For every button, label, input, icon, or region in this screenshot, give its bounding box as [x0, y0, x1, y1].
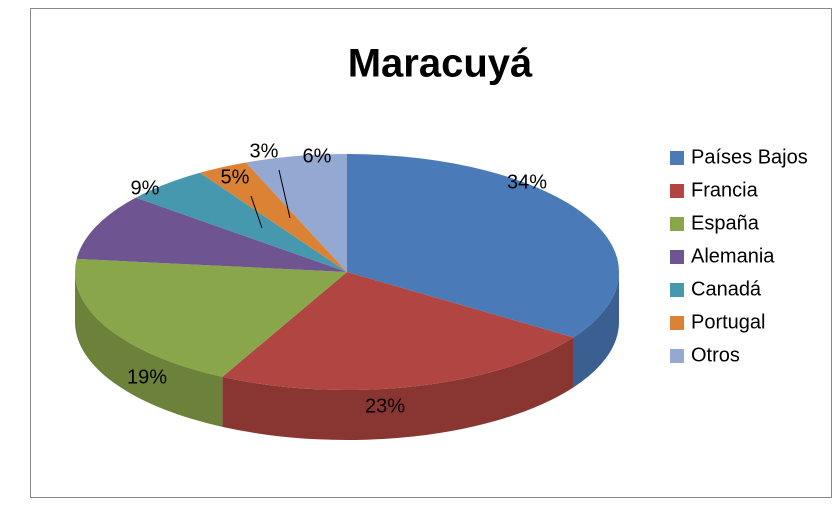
legend-label: Canadá [691, 278, 762, 300]
leader-line [250, 195, 263, 229]
legend-swatch [670, 217, 684, 231]
data-label: 5% [221, 166, 250, 188]
chart-title: Maracuyá [348, 42, 533, 86]
data-label: 6% [303, 145, 332, 167]
legend-swatch [670, 316, 684, 330]
data-label: 9% [131, 177, 160, 199]
slice-side [573, 272, 619, 388]
slice [222, 272, 574, 390]
legend-label: Países Bajos [691, 146, 808, 168]
slice-side [75, 272, 223, 427]
legend-swatch [670, 283, 684, 297]
leader-line [278, 169, 291, 219]
legend-swatch [670, 184, 684, 198]
legend-label: Francia [691, 179, 759, 201]
slice-side [222, 337, 574, 440]
legend-swatch [670, 250, 684, 264]
slice [135, 172, 347, 272]
data-label: 34% [507, 171, 547, 193]
slice [347, 154, 619, 338]
data-label: 19% [127, 366, 167, 388]
legend-label: Portugal [691, 311, 766, 333]
data-label: 23% [365, 395, 405, 417]
data-label: 3% [250, 140, 279, 162]
slice [245, 154, 347, 272]
legend-label: Otros [691, 344, 740, 366]
legend-label: Alemania [691, 245, 775, 267]
legend-swatch [670, 349, 684, 363]
slice [76, 197, 347, 272]
slice [199, 162, 347, 272]
slice [74, 258, 348, 377]
legend-label: España [691, 212, 760, 234]
legend-swatch [670, 151, 684, 165]
